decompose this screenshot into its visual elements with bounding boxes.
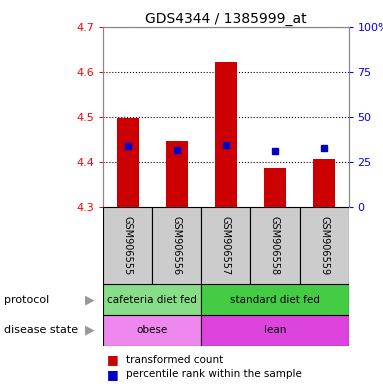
Bar (201, 207, 250, 284)
Text: cafeteria diet fed: cafeteria diet fed (108, 295, 197, 305)
Text: standard diet fed: standard diet fed (230, 295, 320, 305)
Text: ▶: ▶ (85, 293, 95, 306)
Text: GSM906555: GSM906555 (123, 216, 133, 275)
Bar (103, 284, 201, 315)
Text: obese: obese (137, 325, 168, 335)
Bar (117, 119, 139, 207)
Bar (201, 315, 349, 346)
Bar (152, 207, 201, 284)
Text: GSM906559: GSM906559 (319, 216, 329, 275)
Text: GSM906557: GSM906557 (221, 216, 231, 275)
Bar (313, 159, 335, 207)
Bar (103, 315, 201, 346)
Bar (215, 61, 237, 207)
Bar (264, 168, 286, 207)
Text: transformed count: transformed count (126, 355, 224, 365)
Text: disease state: disease state (4, 325, 78, 335)
Text: protocol: protocol (4, 295, 49, 305)
Bar (103, 207, 152, 284)
Text: lean: lean (264, 325, 286, 335)
Bar (250, 207, 300, 284)
Text: ■: ■ (107, 368, 119, 381)
Text: ■: ■ (107, 353, 119, 366)
Text: GSM906556: GSM906556 (172, 216, 182, 275)
Bar (300, 207, 349, 284)
Text: percentile rank within the sample: percentile rank within the sample (126, 369, 302, 379)
Text: GSM906558: GSM906558 (270, 216, 280, 275)
Bar (166, 141, 188, 207)
Bar (201, 284, 349, 315)
Text: ▶: ▶ (85, 324, 95, 337)
Text: GDS4344 / 1385999_at: GDS4344 / 1385999_at (145, 12, 307, 25)
